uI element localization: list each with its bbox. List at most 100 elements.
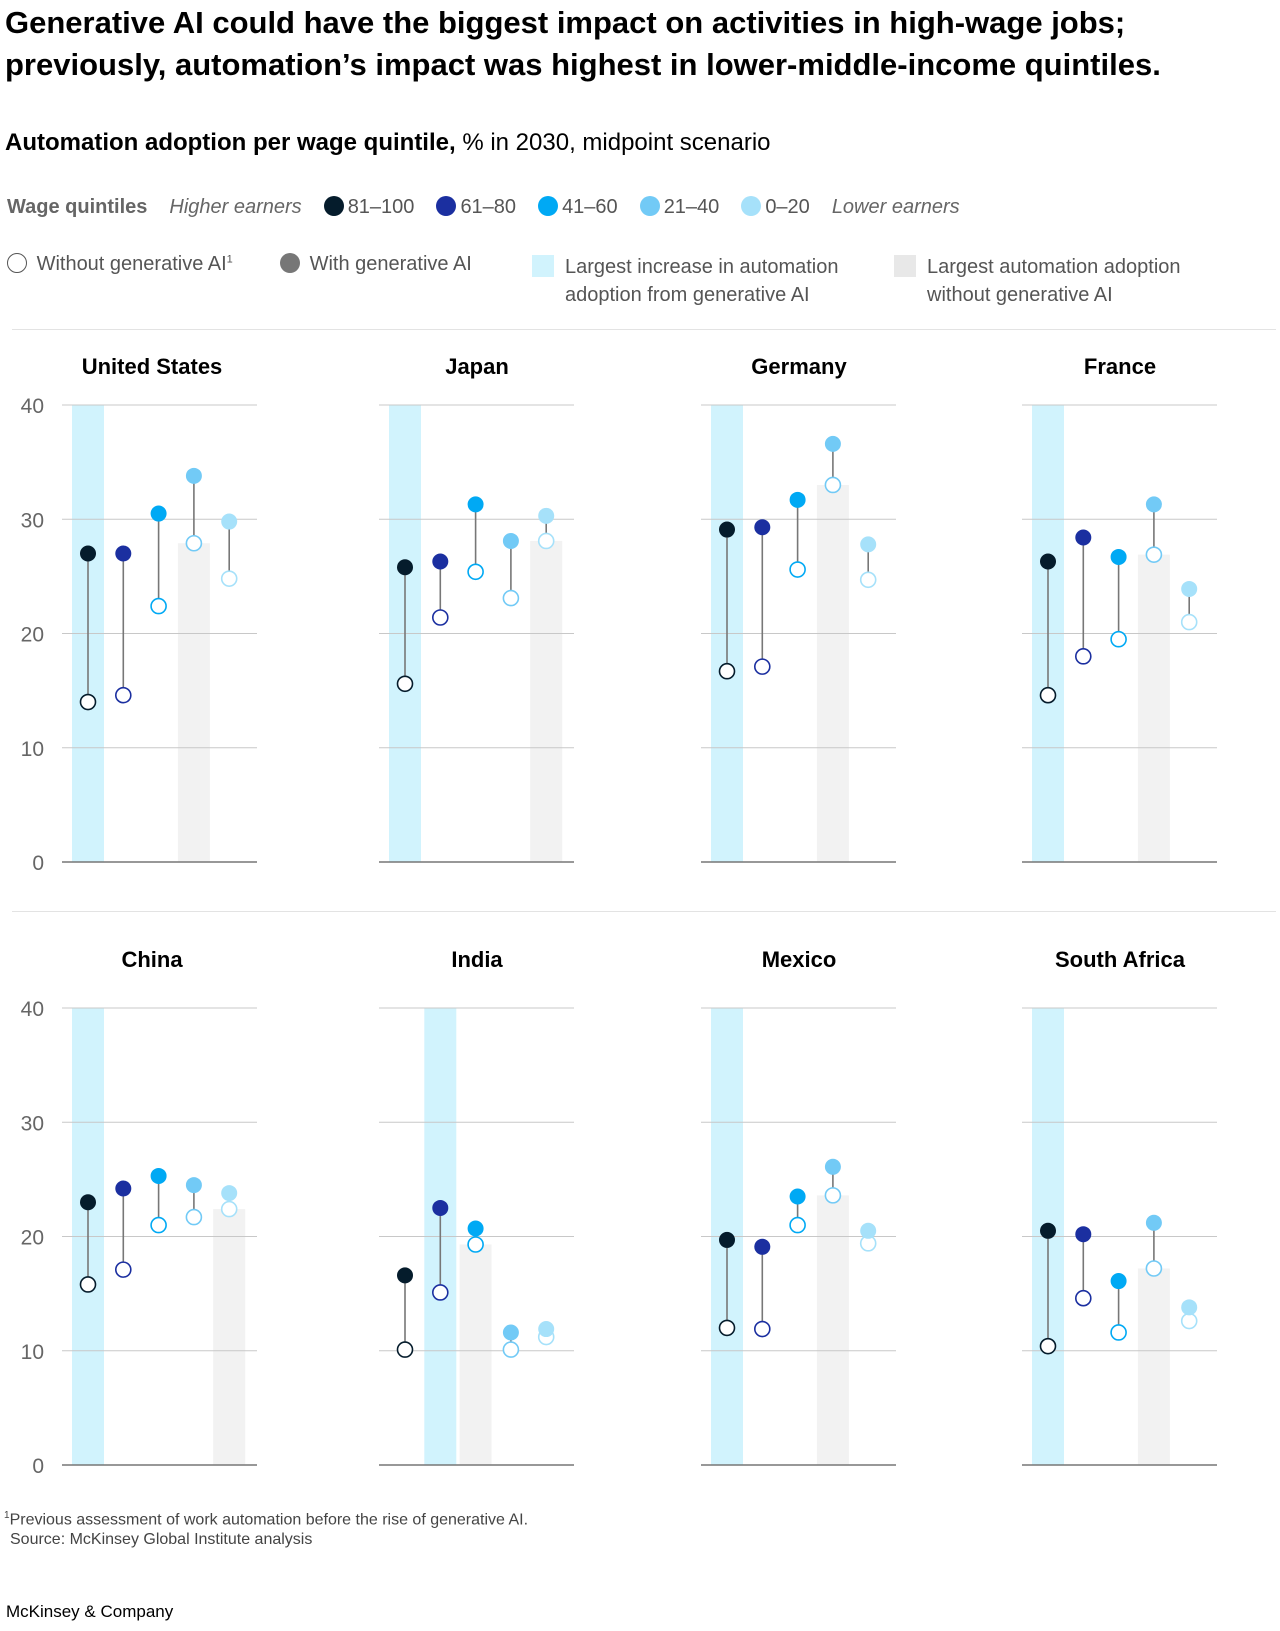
footnote-text: Previous assessment of work automation b… xyxy=(9,1511,529,1529)
without-genai-point xyxy=(1039,1337,1057,1355)
footnote-sup: 1 xyxy=(4,1510,10,1521)
legend-q-label: 21–40 xyxy=(663,196,720,218)
with-genai-point xyxy=(221,513,238,530)
largest-without-bar xyxy=(816,1195,849,1465)
y-tick-label: 10 xyxy=(21,738,44,761)
without-genai-point xyxy=(185,534,203,552)
without-genai-point xyxy=(1039,686,1057,704)
with-genai-point xyxy=(115,545,132,562)
without-genai-point xyxy=(718,662,736,680)
footnote-marker: 1 xyxy=(226,253,233,266)
filled-circle-icon xyxy=(280,253,300,273)
y-tick-label: 0 xyxy=(32,1455,44,1478)
y-tick-label: 40 xyxy=(21,395,44,418)
legend-q2: 41–60 xyxy=(538,196,618,219)
gray-swatch-icon xyxy=(894,255,916,277)
y-tick-label: 30 xyxy=(21,509,44,532)
panel-title: India xyxy=(451,947,503,972)
without-genai-point xyxy=(79,693,97,711)
without-genai-point xyxy=(396,675,414,693)
panel-title: France xyxy=(1083,354,1157,379)
without-genai-point xyxy=(502,589,520,607)
without-genai-point xyxy=(1145,546,1163,563)
panel-title: Germany xyxy=(751,354,847,379)
without-genai-point xyxy=(150,597,167,615)
legend-q0: 81–100 xyxy=(323,196,415,219)
legend-increase-line2: adoption from generative AI xyxy=(565,284,810,306)
subtitle-bold: Automation adoption per wage quintile, xyxy=(5,129,456,156)
with-genai-point xyxy=(754,519,771,536)
panel-title: Mexico xyxy=(761,947,837,972)
with-genai-point xyxy=(80,1194,96,1211)
with-genai-point xyxy=(221,1185,238,1202)
with-genai-point xyxy=(467,1220,484,1237)
without-genai-point xyxy=(789,1216,806,1234)
legend-dot-icon xyxy=(538,196,559,216)
subtitle-rest: % in 2030, midpoint scenario xyxy=(455,129,771,156)
with-genai-point xyxy=(1075,529,1092,546)
y-tick-label: 0 xyxy=(32,852,44,875)
with-genai-point xyxy=(1110,1273,1127,1290)
with-genai-point xyxy=(538,507,555,524)
without-genai-point xyxy=(1145,1260,1163,1277)
legend-higher: Higher earners xyxy=(169,196,302,218)
with-genai-point xyxy=(1145,496,1162,513)
panel-title: United States xyxy=(81,354,223,379)
without-genai-point xyxy=(537,532,555,550)
y-tick-label: 20 xyxy=(21,624,44,647)
y-tick-label: 30 xyxy=(21,1112,44,1135)
without-genai-point xyxy=(1110,630,1127,648)
without-genai-point xyxy=(115,1261,132,1278)
with-genai-point xyxy=(80,545,96,562)
with-genai-point xyxy=(1110,548,1127,565)
with-genai-point xyxy=(1040,553,1056,570)
legend-quintiles: Wage quintiles Higher earners 81–100 61–… xyxy=(7,196,960,219)
with-genai-point xyxy=(824,1158,841,1175)
without-genai-point xyxy=(220,570,238,587)
without-genai-point xyxy=(115,686,132,704)
with-genai-point xyxy=(860,536,877,553)
without-genai-point xyxy=(502,1341,520,1358)
with-genai-point xyxy=(432,553,449,570)
with-genai-point xyxy=(1181,580,1198,597)
without-genai-point xyxy=(79,1276,97,1293)
legend-largest-line2: without generative AI xyxy=(927,284,1113,306)
without-genai-point xyxy=(220,1200,238,1218)
with-genai-point xyxy=(467,496,484,513)
without-genai-point xyxy=(859,571,877,589)
without-genai-point xyxy=(431,1284,449,1301)
legend-largest: Largest automation adoption without gener… xyxy=(894,253,1257,309)
without-genai-point xyxy=(1110,1324,1127,1341)
with-genai-point xyxy=(1181,1299,1198,1316)
without-genai-point xyxy=(1180,1312,1198,1330)
with-genai-point xyxy=(502,1324,519,1341)
with-genai-point xyxy=(502,532,519,549)
without-genai-point xyxy=(1075,1289,1092,1307)
legend-q-label: 81–100 xyxy=(347,196,415,218)
legend-with-label: With generative AI xyxy=(309,253,472,275)
without-genai-point xyxy=(824,476,842,494)
legend-q-label: 0–20 xyxy=(765,196,810,218)
largest-without-bar xyxy=(459,1244,492,1465)
brand-logo: McKinsey & Company xyxy=(6,1602,174,1621)
largest-without-bar xyxy=(213,1209,246,1465)
without-genai-point xyxy=(753,658,771,675)
without-genai-point xyxy=(753,1320,771,1338)
legend-q3: 21–40 xyxy=(639,196,720,219)
panel-title: South Africa xyxy=(1055,947,1185,972)
with-genai-point xyxy=(397,1267,413,1284)
with-genai-point xyxy=(1075,1226,1092,1243)
y-tick-label: 20 xyxy=(21,1227,44,1250)
with-genai-point xyxy=(754,1238,771,1255)
without-genai-point xyxy=(824,1187,842,1204)
legend-q-label: 61–80 xyxy=(460,196,517,218)
divider xyxy=(12,911,1276,912)
largest-without-bar xyxy=(177,543,210,862)
with-genai-point xyxy=(860,1222,877,1239)
without-genai-point xyxy=(467,563,484,581)
legend-q4: 0–20 xyxy=(741,196,810,219)
without-genai-point xyxy=(467,1236,484,1253)
legend-dot-icon xyxy=(323,196,344,216)
legend-with: With generative AI xyxy=(280,253,472,276)
